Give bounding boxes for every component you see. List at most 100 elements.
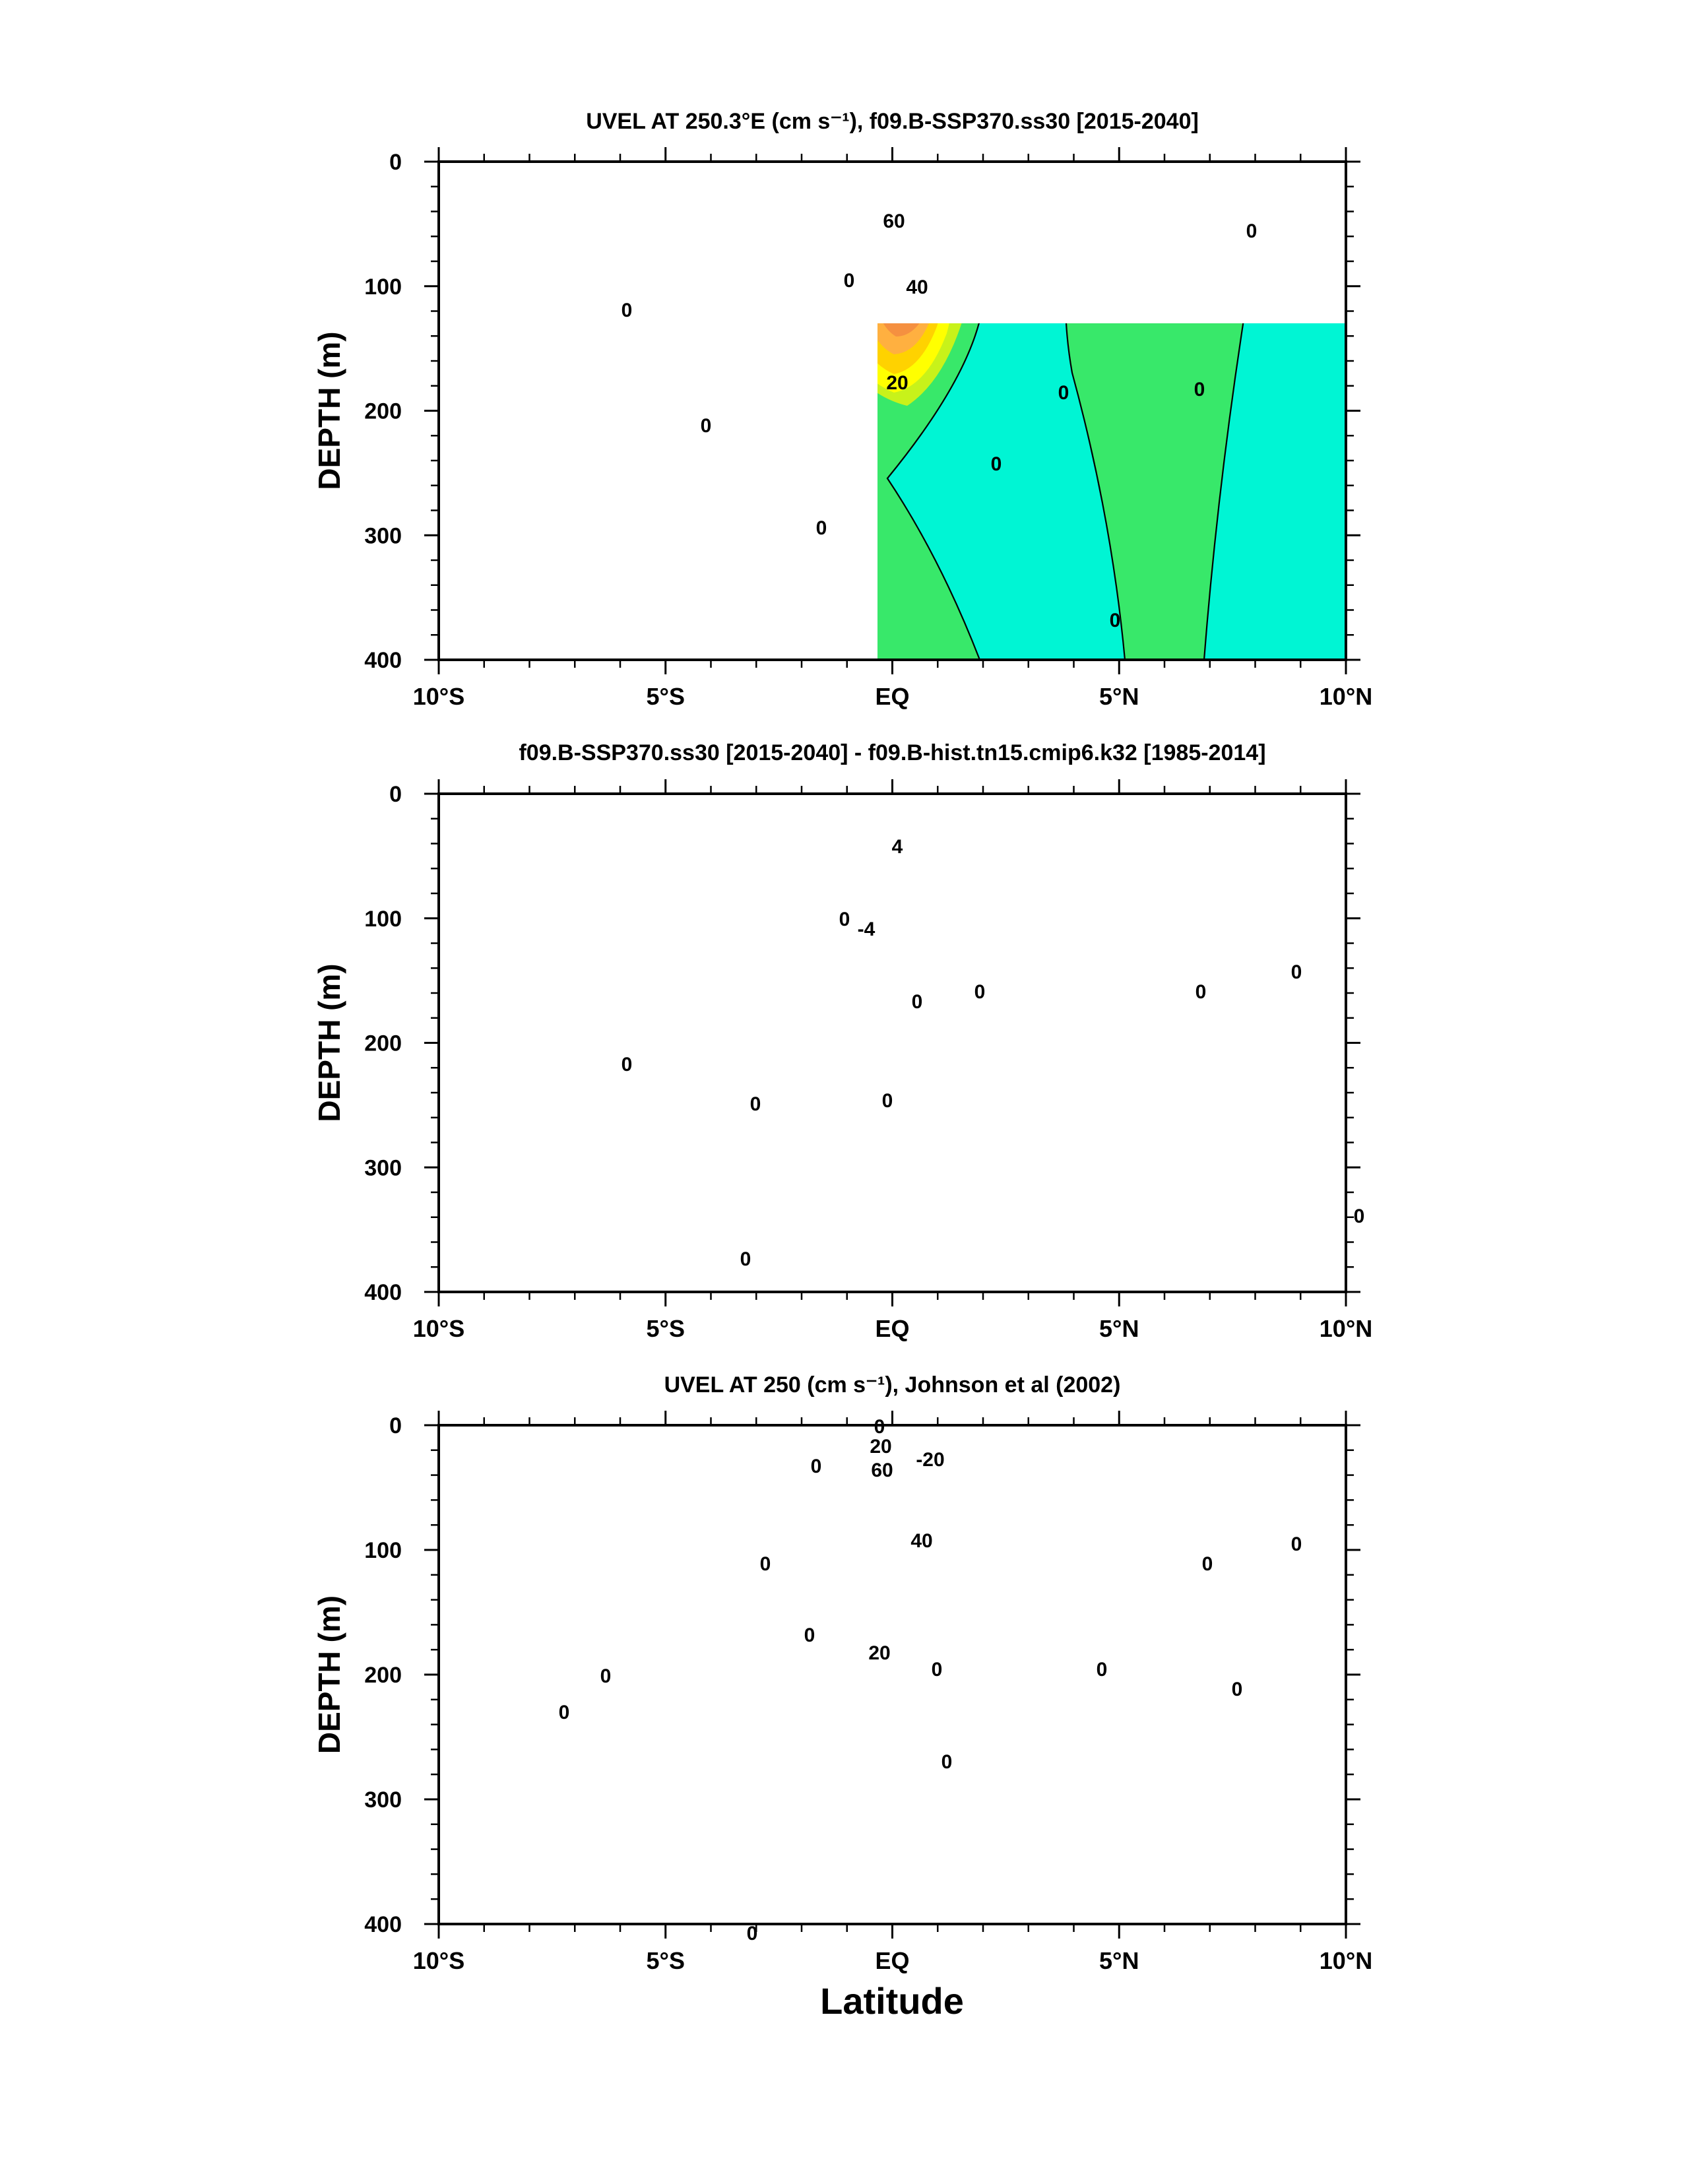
contour-fill-region: [901, 163, 1026, 208]
contour-label: 4: [892, 836, 903, 858]
contour-fill-region: [529, 1473, 808, 1923]
contour-fill-region: [511, 1610, 564, 1923]
figure-xlabel: Latitude: [820, 1980, 964, 2022]
contour-label: 0: [991, 453, 1002, 475]
contour-label: 0: [1232, 1679, 1243, 1700]
contour-label: 0: [1246, 220, 1258, 242]
contour-label: 0: [816, 517, 827, 539]
contour-label: 0: [1354, 1205, 1365, 1227]
contour-label: 20: [886, 372, 908, 394]
x-tick-label: EQ: [875, 683, 909, 710]
contour-fill-region: [1253, 1867, 1263, 1923]
x-tick-label: 5°S: [647, 1315, 685, 1342]
x-tick-label: EQ: [875, 1947, 909, 1974]
contour-line: [1090, 1458, 1187, 1923]
x-tick-label: 5°S: [647, 1947, 685, 1974]
contour-line: [439, 1018, 953, 1292]
contour-fill-region: [835, 870, 887, 1071]
contour-label: -20: [916, 1449, 944, 1471]
contour-line: [1131, 1425, 1263, 1524]
contour-label: 60: [883, 210, 905, 232]
contour-fill-region: [924, 163, 986, 180]
contour-label: 0: [621, 300, 633, 321]
contour-label: 0: [839, 909, 850, 930]
contour-fill-region: [943, 1425, 1006, 1437]
contour-fill-region: [439, 280, 725, 660]
contour-fill-region: [590, 794, 1346, 1013]
y-axis-label: DEPTH (m): [312, 963, 346, 1122]
chart-panel-3: UVEL AT 250 (cm s⁻¹), Johnson et al (200…: [312, 1372, 1372, 1974]
x-tick-label: 10°N: [1320, 683, 1372, 710]
contour-label: 0: [874, 1416, 885, 1438]
contour-label: 0: [941, 1751, 953, 1773]
contour-fill-region: [1090, 1458, 1187, 1923]
y-tick-label: 400: [364, 648, 402, 673]
contour-label: 20: [868, 1642, 890, 1664]
chart-title: UVEL AT 250.3°E (cm s⁻¹), f09.B-SSP370.s…: [586, 109, 1199, 134]
contour-fill-region: [883, 323, 920, 337]
y-tick-label: 400: [364, 1912, 402, 1937]
contour-fill-region: [742, 831, 792, 866]
y-axis-label: DEPTH (m): [312, 331, 346, 490]
y-tick-label: 200: [364, 399, 402, 424]
contour-fill-region: [901, 845, 1046, 907]
contour-label: 0: [804, 1624, 815, 1646]
y-tick-label: 300: [364, 523, 402, 548]
contour-field: [439, 163, 1346, 660]
contour-fill-region: [1128, 1531, 1150, 1623]
contour-fill-region: [1066, 323, 1244, 660]
contour-label: 0: [974, 981, 986, 1003]
chart-panel-1: UVEL AT 250.3°E (cm s⁻¹), f09.B-SSP370.s…: [312, 109, 1372, 710]
contour-label: 0: [701, 415, 712, 437]
contour-field: [511, 1425, 1346, 1923]
contour-fill-region: [866, 1508, 883, 1544]
contour-label: 0: [882, 1090, 893, 1112]
x-tick-label: 5°S: [647, 683, 685, 710]
contour-line: [1250, 1574, 1263, 1584]
contour-line: [887, 823, 1072, 924]
contour-fill-region: [887, 823, 1072, 924]
contour-fill-region: [854, 1498, 895, 1582]
contour-fill-region: [584, 1425, 689, 1440]
contour-fill-region: [907, 163, 1006, 191]
y-tick-label: 0: [389, 1413, 402, 1438]
contour-fill-region: [571, 1425, 716, 1455]
contour-fill-region: [1244, 1574, 1263, 1923]
contour-fill-region: [1131, 1425, 1263, 1524]
contour-line: [1203, 323, 1244, 660]
contour-label: 0: [1097, 1659, 1108, 1681]
contour-label: 0: [1194, 379, 1205, 401]
contour-fill-region: [1112, 195, 1202, 300]
contour-fill-region: [610, 1541, 660, 1785]
contour-fill-region: [1105, 1471, 1172, 1670]
contour-line: [590, 794, 795, 1013]
y-axis-label: DEPTH (m): [312, 1595, 346, 1754]
contour-label: 0: [760, 1553, 771, 1575]
contour-line: [901, 163, 1026, 208]
chart-title: f09.B-SSP370.ss30 [2015-2040] - f09.B-hi…: [519, 740, 1265, 765]
x-tick-label: 10°N: [1320, 1315, 1372, 1342]
x-tick-label: 10°S: [413, 1947, 464, 1974]
contour-label: 20: [870, 1436, 891, 1458]
contour-label: 0: [1291, 1533, 1302, 1555]
contour-label: -4: [858, 918, 876, 940]
contour-label: 0: [1291, 961, 1302, 983]
contour-line: [1092, 1689, 1099, 1923]
contour-line: [439, 175, 782, 221]
contour-fill-region: [848, 1489, 899, 1602]
contour-label: 0: [559, 1702, 570, 1723]
contour-label: 0: [1202, 1553, 1213, 1575]
plot-frame: [437, 792, 1347, 1293]
contour-label: 0: [844, 270, 855, 292]
contour-fill-region: [831, 1470, 912, 1643]
contour-label: 0: [1110, 610, 1121, 631]
contour-label: 0: [932, 1659, 943, 1681]
y-tick-label: 100: [364, 907, 402, 932]
contour-line: [529, 1473, 808, 1923]
contour-label: 0: [1058, 382, 1069, 404]
contour-label: 0: [740, 1248, 751, 1270]
contour-fill-region: [893, 275, 907, 299]
y-tick-label: 300: [364, 1787, 402, 1813]
y-tick-label: 0: [389, 782, 402, 807]
